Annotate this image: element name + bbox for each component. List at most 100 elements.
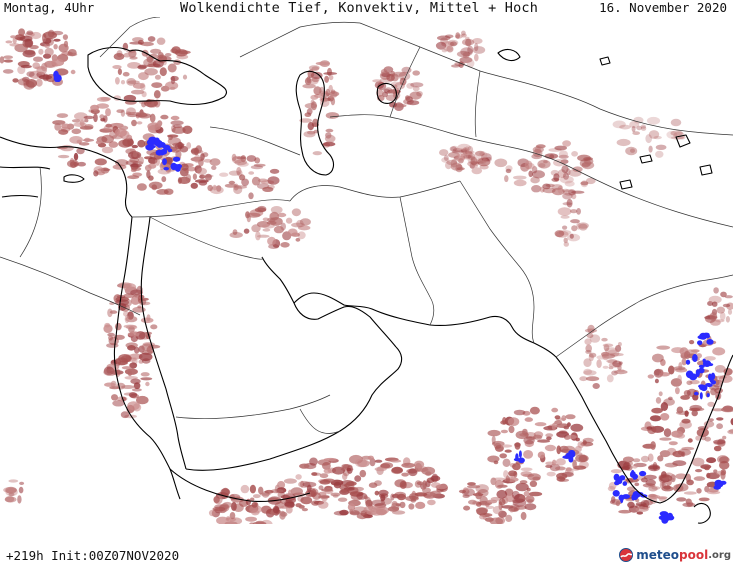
- cloud-patch: [712, 347, 726, 356]
- cloud-patch: [332, 494, 339, 498]
- cloud-patch: [414, 492, 428, 497]
- cloud-patch: [323, 72, 338, 75]
- cloud-patch: [477, 157, 491, 167]
- forecast-date-label: 16. November 2020: [599, 0, 727, 15]
- cloud-patch: [461, 30, 466, 36]
- cloud-patch: [632, 131, 640, 135]
- cloud-patch: [657, 455, 664, 462]
- cloud-patch: [256, 221, 271, 228]
- cloud-patch: [308, 65, 320, 71]
- cloud-patch: [284, 500, 295, 508]
- cloud-patch: [233, 503, 244, 512]
- cloud-patch: [22, 50, 36, 58]
- cloud-patch: [323, 468, 332, 474]
- cloud-patch: [640, 124, 647, 129]
- cloud-patch: [160, 114, 169, 120]
- cloud-patch: [258, 486, 264, 495]
- cloud-patch: [287, 228, 298, 237]
- cloud-patch: [312, 118, 319, 127]
- cloud-patch: [128, 353, 143, 360]
- cloud-patch: [33, 56, 43, 62]
- cloud-patch: [660, 413, 670, 421]
- cloud-patch: [300, 496, 313, 505]
- cloud-patch: [306, 108, 313, 115]
- cloud-patch: [118, 354, 131, 363]
- meteopool-logo[interactable]: meteo pool .org: [619, 545, 731, 565]
- cloud-patch: [250, 497, 255, 502]
- cloud-patch: [128, 392, 138, 398]
- cloud-patch: [457, 143, 471, 152]
- cloud-patch: [121, 385, 135, 389]
- cloud-patch: [325, 88, 330, 97]
- cloud-patch: [387, 506, 400, 512]
- cloud-patch: [105, 108, 111, 117]
- cloud-patch: [450, 41, 457, 47]
- cloud-patch: [508, 425, 515, 434]
- cloud-patch: [577, 222, 589, 229]
- cloud-patch: [109, 302, 115, 305]
- cloud-patch: [129, 163, 142, 168]
- cloud-patch: [150, 48, 162, 54]
- cloud-patch: [175, 49, 188, 57]
- cloud-patch: [161, 176, 167, 183]
- cloud-patch: [707, 301, 714, 306]
- cloud-patch: [664, 462, 678, 468]
- cloud-patch: [140, 372, 150, 377]
- cloud-patch: [722, 293, 727, 297]
- cloud-patch: [554, 230, 565, 238]
- cloud-patch: [572, 459, 577, 469]
- convective-core-patch: [161, 148, 168, 155]
- cloud-patch: [111, 394, 118, 401]
- cloud-patch: [131, 89, 145, 95]
- cloud-patch: [487, 429, 501, 437]
- logo-text-meteo: meteo: [636, 548, 680, 562]
- cloud-patch: [445, 161, 452, 170]
- cloud-patch: [36, 65, 47, 75]
- cloud-patch: [259, 492, 271, 496]
- cloud-patch: [660, 402, 669, 411]
- cloud-patch: [614, 369, 628, 375]
- cloud-patch: [165, 53, 172, 57]
- cloud-patch: [0, 56, 5, 64]
- cloud-patch: [489, 517, 504, 524]
- cloud-patch: [250, 165, 263, 170]
- cloud-patch: [695, 469, 703, 473]
- cloud-patch: [325, 112, 340, 119]
- cloud-patch: [309, 457, 318, 466]
- cloud-patch: [650, 441, 656, 450]
- cloud-patch: [302, 481, 317, 488]
- cloud-patch: [527, 499, 534, 503]
- cloud-patch: [451, 64, 461, 68]
- cloud-patch: [522, 428, 528, 436]
- cloud-patch: [504, 175, 509, 183]
- cloud-patch: [199, 174, 206, 179]
- cloud-patch: [668, 396, 673, 401]
- cloud-patch: [233, 185, 243, 195]
- cloud-patch: [658, 391, 663, 397]
- cloud-patch: [126, 112, 141, 115]
- cloud-patch: [112, 400, 125, 407]
- cloud-patch: [295, 237, 301, 242]
- cloud-patch: [105, 123, 112, 128]
- convective-core-patch: [692, 354, 698, 362]
- cloud-patch: [299, 463, 310, 469]
- cloud-patch: [691, 457, 705, 467]
- cloud-patch: [311, 472, 318, 476]
- cloud-patch: [131, 388, 142, 392]
- cloud-patch: [84, 118, 89, 123]
- cloud-patch: [339, 509, 349, 516]
- cloud-patch: [622, 456, 634, 463]
- cloud-patch: [261, 505, 272, 514]
- cloud-patch: [248, 192, 254, 200]
- forecast-time-label: Montag, 4Uhr: [4, 0, 95, 15]
- cloud-patch: [471, 167, 483, 175]
- cloud-patch: [169, 146, 181, 153]
- convective-core-patch: [150, 145, 156, 149]
- cloud-patch: [459, 56, 473, 64]
- cloud-patch: [425, 480, 431, 488]
- cloud-patch: [319, 473, 329, 479]
- cloud-patch: [652, 353, 664, 363]
- cloud-patch: [576, 222, 581, 230]
- cloud-patch: [683, 491, 697, 495]
- cloud-patch: [545, 433, 554, 438]
